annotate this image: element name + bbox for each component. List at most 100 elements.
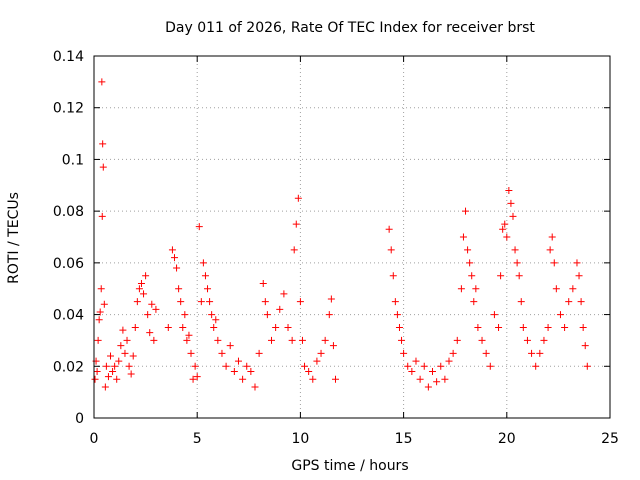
data-point (119, 326, 127, 334)
data-point (214, 336, 222, 344)
data-point (121, 349, 129, 357)
data-point (490, 311, 498, 319)
data-point (181, 311, 189, 319)
data-point (96, 308, 104, 316)
data-point (391, 298, 399, 306)
data-point (187, 349, 195, 357)
data-point (497, 272, 505, 280)
data-point (546, 246, 554, 254)
data-point (251, 383, 259, 391)
data-point (507, 199, 515, 207)
data-point (113, 375, 121, 383)
data-point (170, 254, 178, 262)
y-tick-label: 0.04 (53, 308, 84, 324)
data-point (556, 311, 564, 319)
data-point (420, 362, 428, 370)
data-point (478, 336, 486, 344)
data-point (212, 316, 220, 324)
data-point (515, 272, 523, 280)
data-point (470, 298, 478, 306)
data-point (505, 186, 513, 194)
data-point (472, 285, 480, 293)
data-point (385, 225, 393, 233)
data-point (294, 194, 302, 202)
data-point (123, 336, 131, 344)
data-point (284, 324, 292, 331)
data-point (532, 362, 540, 370)
data-point (191, 362, 199, 370)
data-point (261, 298, 269, 306)
grid-lines (94, 56, 610, 418)
data-point (298, 336, 306, 344)
data-point (501, 220, 509, 228)
data-point (445, 357, 453, 365)
data-point (199, 259, 207, 267)
data-point (313, 357, 321, 365)
data-point (179, 324, 187, 331)
data-point (509, 212, 517, 220)
data-point (581, 342, 589, 350)
y-tick-label: 0.08 (53, 204, 84, 220)
data-point (135, 285, 143, 293)
data-point (519, 324, 527, 331)
data-point (486, 362, 494, 370)
data-point (239, 375, 247, 383)
data-point (457, 285, 465, 293)
data-point (230, 367, 238, 375)
data-point (195, 223, 203, 231)
data-point (577, 298, 585, 306)
data-point (197, 298, 205, 306)
data-point (573, 259, 581, 267)
data-point (453, 336, 461, 344)
y-axis-ticks: 0 0.02 0.04 0.06 0.08 0.1 0.12 0.14 (53, 49, 610, 427)
data-point (305, 367, 313, 375)
data-point (243, 362, 251, 370)
data-point (204, 285, 212, 293)
data-point (317, 349, 325, 357)
y-tick-label: 0 (75, 411, 84, 427)
data-point (412, 357, 420, 365)
x-axis-label: GPS time / hours (291, 458, 408, 474)
data-point (94, 336, 102, 344)
data-point (389, 272, 397, 280)
data-point (464, 246, 472, 254)
data-point (309, 375, 317, 383)
data-point (416, 375, 424, 383)
y-tick-label: 0.12 (53, 101, 84, 117)
x-tick-label: 10 (291, 431, 309, 447)
data-point (201, 272, 209, 280)
data-point (321, 336, 329, 344)
data-point (247, 367, 255, 375)
x-axis-ticks: 0 5 10 15 20 25 (90, 56, 619, 447)
data-point (433, 378, 441, 386)
plot-frame (93, 55, 611, 419)
data-point (117, 342, 125, 350)
data-point (569, 285, 577, 293)
data-point (583, 362, 591, 370)
data-point (125, 362, 133, 370)
data-point (146, 329, 154, 337)
data-point (395, 324, 403, 331)
data-point (183, 336, 191, 344)
data-point (210, 324, 218, 331)
data-point (104, 373, 112, 381)
data-point (428, 367, 436, 375)
y-tick-label: 0.02 (53, 359, 84, 375)
x-tick-label: 15 (395, 431, 413, 447)
data-point (272, 324, 280, 331)
data-point (148, 300, 156, 308)
data-point (268, 336, 276, 344)
data-point (327, 295, 335, 303)
data-point (548, 233, 556, 241)
data-point (528, 349, 536, 357)
data-point (173, 264, 181, 272)
data-point (98, 212, 106, 220)
data-point (234, 357, 242, 365)
data-point (296, 298, 304, 306)
data-point (142, 272, 150, 280)
data-point (164, 324, 172, 331)
data-point (185, 331, 193, 339)
data-point (393, 311, 401, 319)
data-point (131, 324, 139, 331)
data-point (150, 336, 158, 344)
